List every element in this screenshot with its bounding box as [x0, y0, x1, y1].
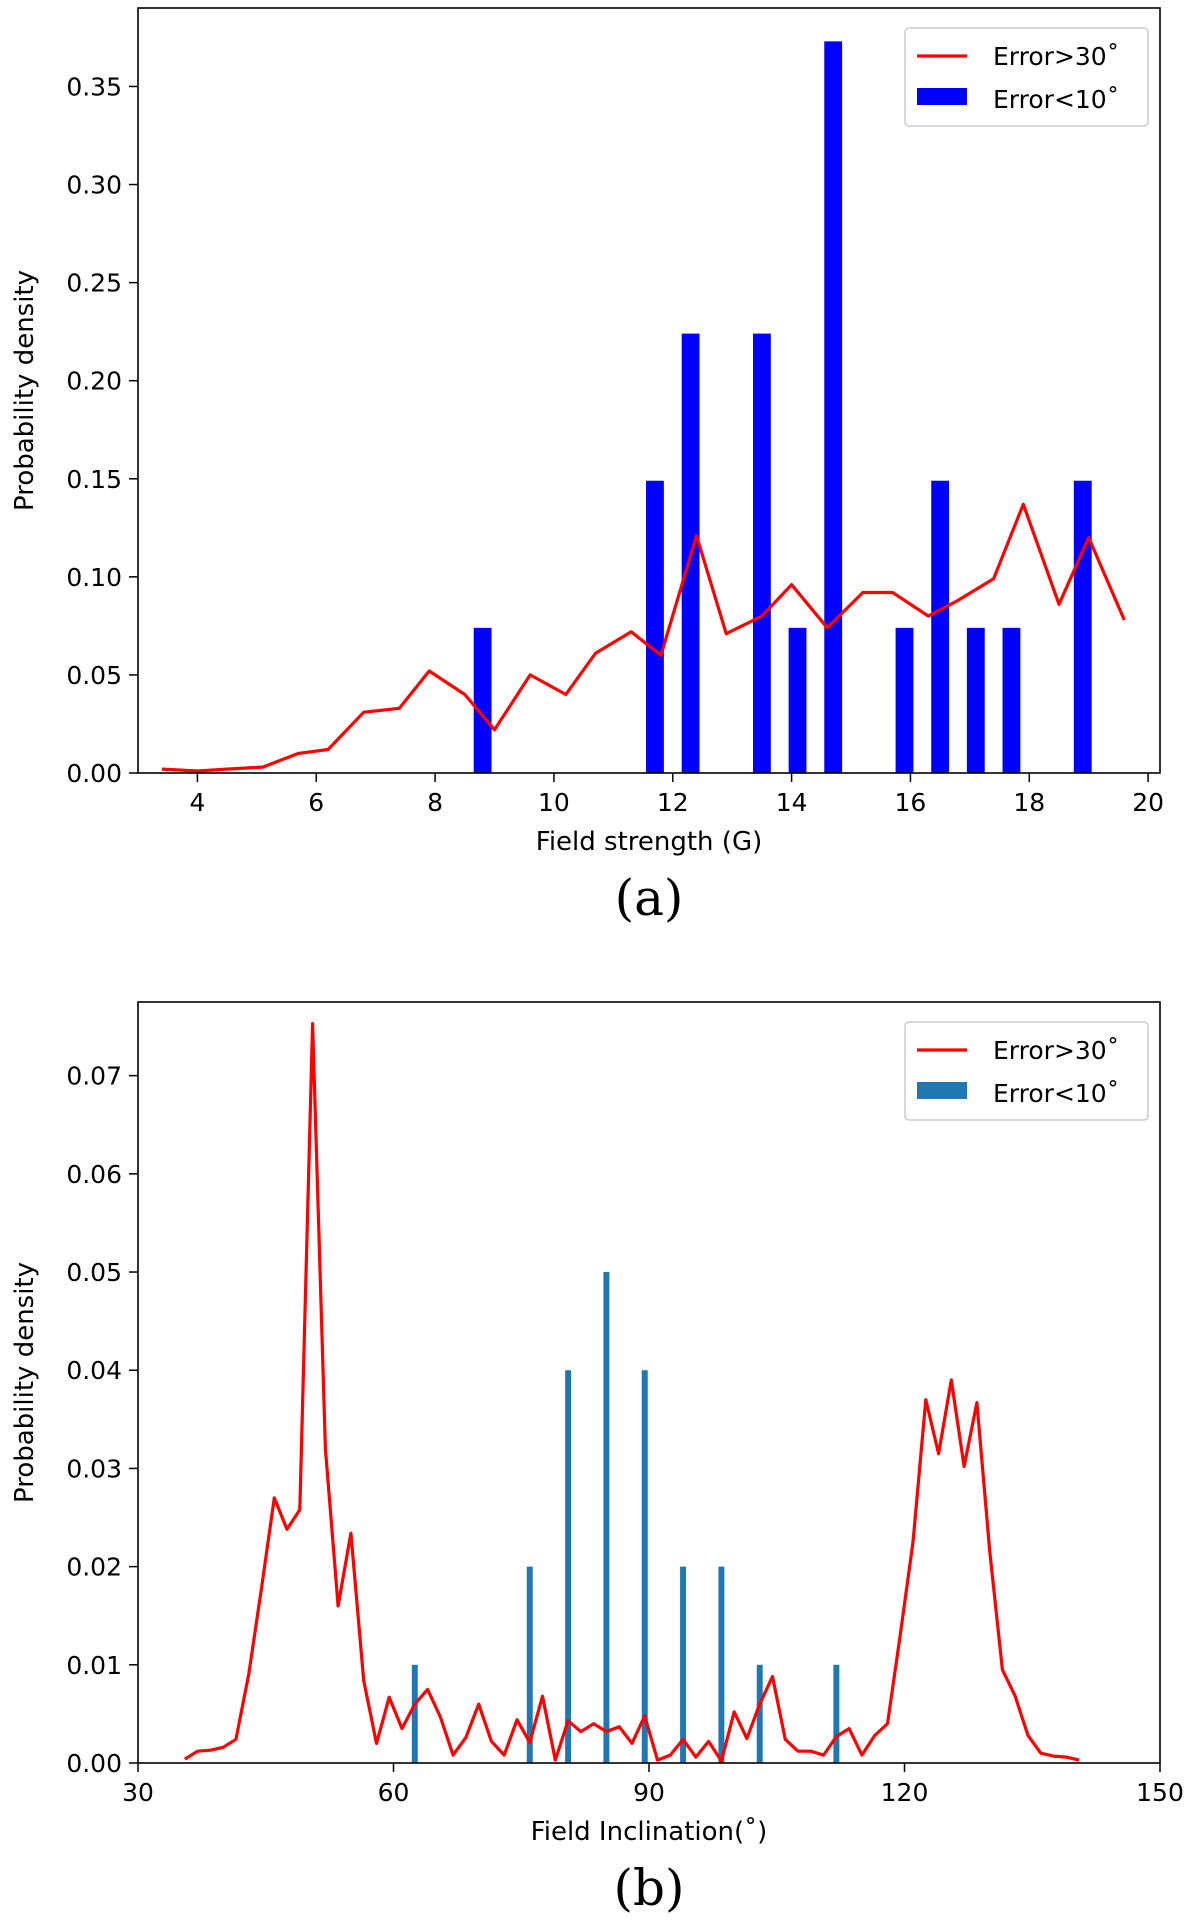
legend-label-error-gt-30: Error>30˚	[993, 42, 1119, 71]
bar-1	[526, 1566, 533, 1763]
x-tick-label: 12	[657, 788, 689, 817]
x-tick-label: 16	[895, 788, 927, 817]
legend-bar-swatch	[917, 1082, 967, 1099]
legend-label-error-lt-10: Error<10˚	[993, 1079, 1119, 1108]
x-tick-label: 20	[1132, 788, 1164, 817]
bar-6	[895, 627, 914, 773]
y-tick-label: 0.06	[66, 1160, 122, 1189]
y-tick-label: 0.03	[66, 1454, 122, 1483]
bar-9	[1002, 627, 1021, 773]
y-axis-label: Probability density	[10, 270, 40, 511]
legend-label-error-gt-30: Error>30˚	[993, 1036, 1119, 1065]
x-tick-label: 8	[427, 788, 443, 817]
panel-label: (a)	[615, 869, 684, 927]
x-axis-label: Field strength (G)	[536, 827, 762, 857]
x-axis-label: Field Inclination(˚)	[531, 1817, 768, 1847]
x-tick-label: 90	[633, 1778, 665, 1807]
y-tick-label: 0.05	[66, 661, 122, 690]
series-line-error-gt-30	[183, 1021, 1080, 1763]
y-tick-label: 0.05	[66, 1258, 122, 1287]
panel-a: 4 6 8 10 12 14 16 18 20 0.00 0.05 0.10 0.15 0.20 0.25 0…	[10, 7, 1164, 927]
bar-5	[824, 41, 843, 774]
y-tick-label: 0.30	[66, 171, 122, 200]
bar-3	[752, 333, 771, 773]
legend-label-error-lt-10: Error<10˚	[993, 85, 1119, 114]
x-tick-label: 6	[308, 788, 324, 817]
legend-bar-swatch	[917, 88, 967, 105]
legend: Error>30˚ Error<10˚	[904, 27, 1149, 127]
bar-0	[473, 627, 492, 773]
x-tick-label: 10	[538, 788, 570, 817]
y-tick-label: 0.04	[66, 1356, 122, 1385]
panel-b: 30 60 90 120 150 0.00 0.01 0.02 0.03 0.04 0.05 0.06…	[10, 1001, 1184, 1917]
y-tick-label: 0.25	[66, 269, 122, 298]
y-tick-label: 0.15	[66, 465, 122, 494]
series-line-error-gt-30	[161, 502, 1126, 773]
bar-6	[718, 1566, 725, 1763]
bar-5	[680, 1566, 687, 1763]
panel-label: (b)	[613, 1859, 684, 1917]
y-axis-label: Probability density	[10, 1262, 40, 1503]
x-tick-label: 120	[881, 1778, 929, 1807]
y-tick-label: 0.35	[66, 72, 122, 101]
bar-4	[641, 1370, 648, 1763]
x-tick-label: 60	[378, 1778, 410, 1807]
y-tick-label: 0.00	[66, 759, 122, 788]
bar-4	[788, 627, 807, 773]
y-tick-label: 0.00	[66, 1749, 122, 1778]
y-tick-label: 0.20	[66, 367, 122, 396]
x-tick-label: 150	[1136, 1778, 1184, 1807]
bar-1	[646, 480, 664, 773]
bar-10	[1073, 480, 1092, 773]
bar-3	[603, 1272, 610, 1763]
x-tick-label: 18	[1013, 788, 1045, 817]
plot-frame	[137, 7, 1161, 774]
bar-0	[411, 1664, 418, 1763]
bar-7	[931, 480, 950, 773]
y-tick-label: 0.02	[66, 1553, 122, 1582]
x-tick-label: 30	[122, 1778, 154, 1807]
bar-8	[833, 1664, 840, 1763]
bar-7	[756, 1664, 763, 1763]
bar-8	[966, 627, 985, 773]
y-tick-label: 0.01	[66, 1651, 122, 1680]
bar-2	[565, 1370, 572, 1763]
y-tick-label: 0.10	[66, 563, 122, 592]
y-tick-label: 0.07	[66, 1062, 122, 1091]
legend: Error>30˚ Error<10˚	[904, 1021, 1149, 1121]
x-tick-label: 4	[189, 788, 205, 817]
x-tick-label: 14	[776, 788, 808, 817]
